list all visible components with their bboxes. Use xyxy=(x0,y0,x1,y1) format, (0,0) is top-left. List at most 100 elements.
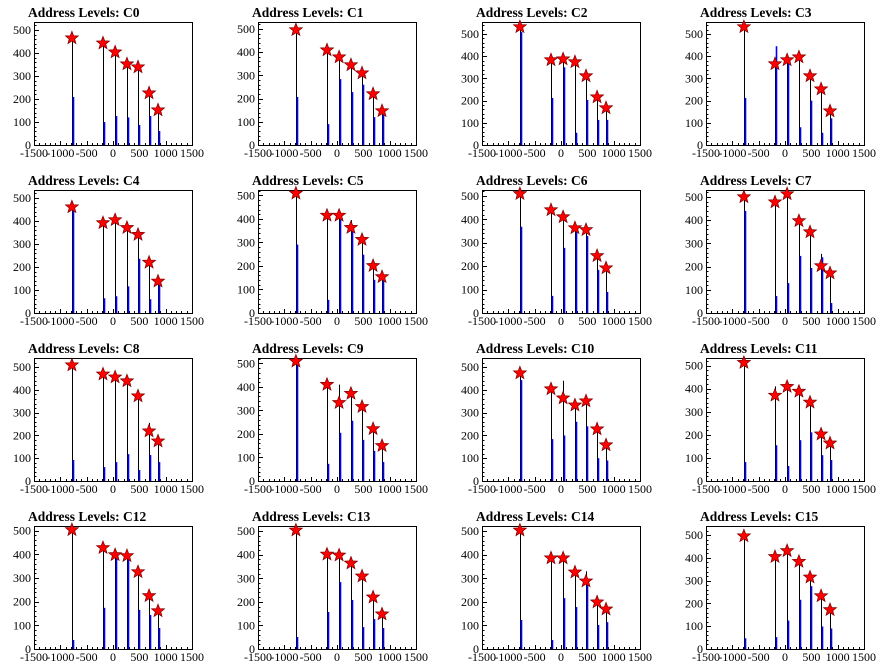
plot-frame xyxy=(706,190,865,314)
x-tick-label: 0 xyxy=(110,482,116,496)
plot-frame xyxy=(258,22,417,146)
x-tick-label: 1500 xyxy=(852,482,876,496)
y-tick-label: 200 xyxy=(237,92,255,106)
panel-title: Address Levels: C15 xyxy=(700,509,819,524)
y-tick-label: 100 xyxy=(237,618,255,632)
y-tick-label: 300 xyxy=(685,574,703,588)
y-tick-label: 200 xyxy=(13,428,31,442)
peak-star-marker xyxy=(802,569,818,584)
plot-frame xyxy=(482,22,641,146)
peak-star-marker xyxy=(150,433,166,448)
peak-star-marker xyxy=(555,550,571,565)
y-tick-label: 400 xyxy=(237,548,255,562)
x-tick-label: -500 xyxy=(748,314,770,328)
panel-title: Address Levels: C1 xyxy=(252,5,364,20)
y-tick-label: 300 xyxy=(685,405,703,419)
y-tick-label: 200 xyxy=(685,260,703,274)
y-tick-label: 200 xyxy=(237,259,255,273)
x-tick-label: 1500 xyxy=(628,482,652,496)
y-tick-label: 300 xyxy=(13,69,31,83)
x-tick-label: -1500 xyxy=(692,314,720,328)
plot-frame xyxy=(706,22,865,146)
y-tick-label: 0 xyxy=(249,642,255,656)
plot-frame xyxy=(706,358,865,482)
peak-star-marker xyxy=(589,421,605,436)
peak-star-marker xyxy=(767,56,783,71)
y-tick-label: 400 xyxy=(685,382,703,396)
histogram-plot: 0 100 200 300 400 500 -1500-1000 -500 0 500 1000 15… xyxy=(13,357,204,496)
peak-star-marker xyxy=(374,268,390,284)
plot-frame xyxy=(258,358,417,482)
x-tick-label: 500 xyxy=(354,650,372,664)
panel-title: Address Levels: C7 xyxy=(700,173,812,188)
x-tick-label: -1500 xyxy=(244,650,272,664)
y-tick-label: 100 xyxy=(13,451,31,465)
x-tick-label: 1500 xyxy=(404,314,428,328)
y-tick-label: 400 xyxy=(237,212,255,226)
y-tick-label: 500 xyxy=(685,27,703,41)
x-tick-label: 1000 xyxy=(826,650,850,664)
panel-title: Address Levels: C14 xyxy=(476,509,595,524)
histogram-panel: 0 100 200 300 400 500 -1500 -1000 -500 0 500 1000 15… xyxy=(672,0,896,168)
y-tick-label: 300 xyxy=(685,71,703,85)
x-tick-label: 0 xyxy=(334,146,340,160)
peak-star-marker xyxy=(374,437,390,453)
peak-star-marker xyxy=(354,231,370,246)
x-tick-label: 0 xyxy=(782,314,788,328)
x-tick-label: -1500 xyxy=(468,314,496,328)
y-tick-label: 400 xyxy=(461,548,479,562)
peak-star-marker xyxy=(150,273,166,288)
peak-star-marker xyxy=(365,257,381,273)
peak-star-marker xyxy=(822,602,838,617)
panel-title: Address Levels: C10 xyxy=(476,341,595,356)
x-tick-label: -1500 xyxy=(244,482,272,496)
x-tick-label: 1000 xyxy=(378,482,402,496)
y-tick-label: 300 xyxy=(461,236,479,250)
y-tick-label: 200 xyxy=(13,260,31,274)
peak-star-marker xyxy=(543,52,559,67)
x-tick-label: 1000 xyxy=(826,146,850,160)
y-tick-label: 100 xyxy=(685,451,703,465)
x-tick-label: 1000 xyxy=(154,146,178,160)
panel-title: Address Levels: C0 xyxy=(28,5,140,20)
x-tick-label: -500 xyxy=(524,314,546,328)
y-tick-label: 100 xyxy=(13,115,31,129)
x-tick-label: 1000 xyxy=(826,482,850,496)
y-tick-label: 500 xyxy=(461,27,479,41)
histogram-plot: 0 100 200 300 400 500 -1500-1000 -500 0 500 1000 15… xyxy=(237,185,428,328)
peak-star-marker xyxy=(767,387,783,402)
plot-frame xyxy=(258,190,417,314)
peak-star-marker xyxy=(343,57,359,72)
peak-star-marker xyxy=(288,22,304,37)
x-tick-label: 500 xyxy=(354,482,372,496)
x-tick-label: 500 xyxy=(802,314,820,328)
peak-star-marker xyxy=(141,588,157,603)
x-tick-label: 500 xyxy=(130,146,148,160)
x-tick-label: -1000 xyxy=(718,146,746,160)
peak-star-marker xyxy=(578,573,594,588)
histogram-plot: 0 100 200 300 400 500 -1500-1000 -500 0 500 1000 15… xyxy=(685,354,876,496)
x-tick-label: 500 xyxy=(578,314,596,328)
peak-star-marker xyxy=(331,394,347,409)
peak-star-marker xyxy=(822,103,838,118)
x-tick-label: -1000 xyxy=(494,482,522,496)
peak-star-marker xyxy=(567,220,583,235)
panel-title: Address Levels: C4 xyxy=(28,173,140,188)
y-tick-label: 400 xyxy=(461,49,479,63)
x-tick-label: -1000 xyxy=(270,482,298,496)
peak-star-marker xyxy=(822,435,838,450)
y-tick-label: 100 xyxy=(461,618,479,632)
x-tick-label: 500 xyxy=(802,146,820,160)
peak-star-marker xyxy=(779,186,795,201)
peak-star-marker xyxy=(150,102,166,117)
x-tick-label: 0 xyxy=(558,314,564,328)
plot-frame xyxy=(482,526,641,650)
peak-star-marker xyxy=(365,421,381,436)
x-tick-label: -500 xyxy=(748,146,770,160)
x-tick-label: -1500 xyxy=(244,314,272,328)
peak-star-marker xyxy=(107,547,123,562)
x-tick-label: -1500 xyxy=(468,650,496,664)
y-tick-label: 500 xyxy=(237,356,255,370)
x-tick-label: 0 xyxy=(334,314,340,328)
